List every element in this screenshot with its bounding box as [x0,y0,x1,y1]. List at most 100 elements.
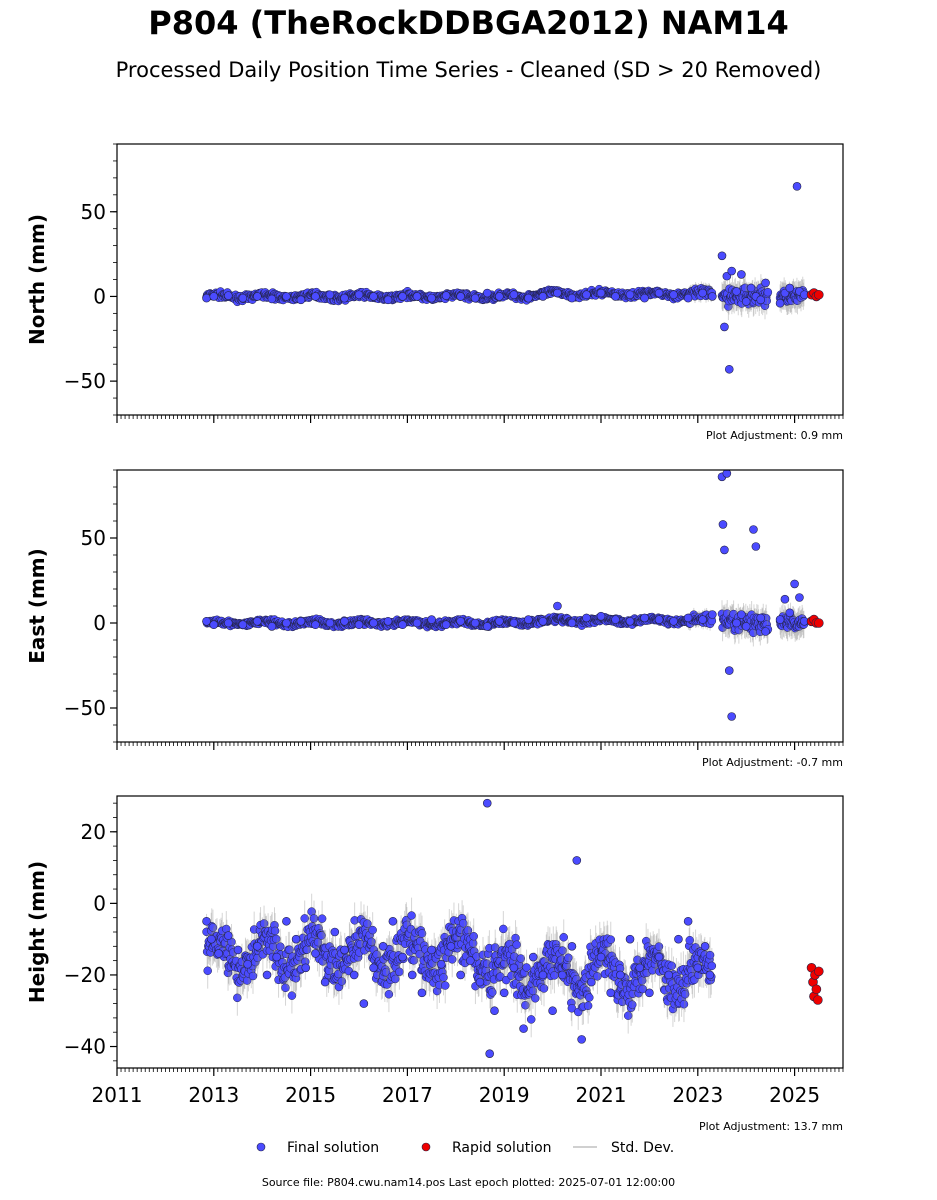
final-point [567,293,577,303]
final-point [267,294,277,304]
final-point [596,611,606,621]
final-point [427,293,436,303]
y-axis-label: North (mm) [25,214,49,345]
final-point [267,622,277,631]
final-point [524,293,533,303]
final-point [795,593,804,602]
final-point [737,610,746,619]
final-point [732,287,741,296]
final-point [296,295,306,305]
chart-title: P804 (TheRockDDBGA2012) NAM14 [148,4,789,42]
final-point [509,618,519,628]
final-point [524,615,533,624]
final-point [209,620,219,630]
plot-area [202,470,824,721]
final-point [209,292,219,301]
plot-adjustment-note: Plot Adjustment: -0.7 mm [702,756,843,769]
final-point [495,616,504,626]
final-point [790,579,799,589]
final-point [683,613,693,623]
final-point [282,292,291,301]
final-point [792,182,802,191]
data-cloud [202,274,809,321]
final-point [724,364,734,374]
final-point [720,545,729,555]
final-point [582,290,591,300]
final-point [567,618,577,628]
final-point [509,290,519,300]
series-rapid [806,614,824,628]
final-point [482,288,492,298]
final-point [727,712,736,721]
final-point [383,616,393,626]
final-point [456,616,465,626]
y-tick-label: 50 [81,200,106,224]
final-point [456,292,465,301]
panel-2: −50 0 50 East (mm) Plot Adjustment: -0.7 mm [25,469,844,769]
y-tick-label: 0 [93,284,106,308]
final-point [654,288,664,298]
final-point [325,290,335,300]
final-point [640,613,649,623]
final-point [775,298,785,308]
final-point [756,295,766,305]
final-point [761,278,770,288]
final-point [763,287,773,297]
final-point [354,290,364,300]
panel-1: −50 0 50 North (mm) Plot Adjustment: 0.9 mm [25,143,844,442]
final-point [233,993,242,1003]
y-tick-label: −50 [64,369,106,393]
final-point [238,293,248,303]
final-point [775,615,785,624]
final-point [553,288,562,298]
final-point [785,283,795,293]
final-point [340,616,349,626]
final-point [732,618,741,628]
final-point [683,293,693,303]
final-point [208,923,218,932]
final-point [300,914,309,923]
final-point [741,622,751,631]
data-cloud [202,600,809,647]
plot-adjustment-note: Plot Adjustment: 0.9 mm [706,429,843,442]
final-point [317,914,327,923]
final-point [746,283,756,293]
plot-frame [116,143,844,416]
final-point [582,613,591,623]
final-point [727,266,736,276]
final-point [412,292,422,301]
final-point [756,613,766,623]
final-point [253,616,262,626]
final-point [369,292,378,301]
y-tick-label: −50 [64,696,106,720]
y-tick-label: 50 [81,526,106,550]
final-point [761,627,770,636]
series-rapid [806,288,824,302]
final-point [412,618,422,628]
final-point [538,292,548,301]
final-point [238,620,248,630]
series-final [202,182,809,374]
plot-area [202,182,824,374]
final-point [340,293,349,303]
y-tick-label: 0 [93,611,106,635]
final-point [669,290,678,300]
final-point [749,525,758,534]
rapid-point [813,618,824,628]
final-point [224,291,233,300]
final-point [281,983,290,993]
final-point [722,470,732,478]
chart-subtitle: Processed Daily Position Time Series - C… [115,58,822,82]
final-point [287,991,297,1000]
final-point [708,292,717,301]
final-point [718,520,728,529]
final-point [470,293,480,303]
final-point [369,618,378,628]
final-point [203,966,212,976]
final-point [611,292,620,301]
final-point [720,322,729,332]
final-point [785,608,795,618]
final-point [470,618,480,628]
final-point [669,616,678,626]
